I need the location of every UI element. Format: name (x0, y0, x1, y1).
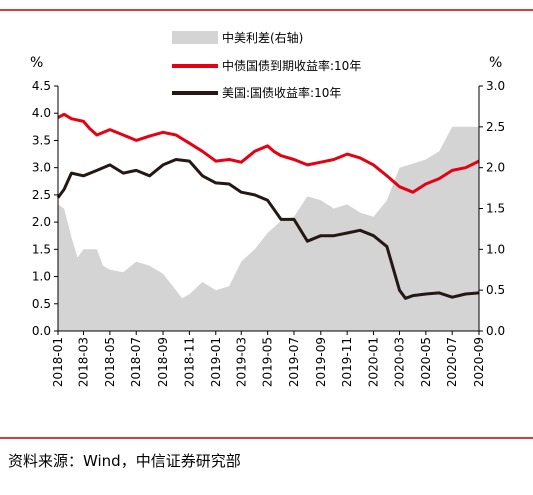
x-tick-label: 2020-07 (445, 337, 459, 387)
left-y-tick-label: 1.0 (32, 270, 51, 284)
x-tick-label: 2018-03 (77, 337, 91, 387)
x-tick-label: 2018-01 (51, 337, 65, 387)
x-tick-label: 2020-03 (392, 337, 406, 387)
x-tick-label: 2018-07 (129, 337, 143, 387)
left-y-tick-label: 4.0 (32, 106, 51, 120)
legend-label: 中债国债到期收益率:10年 (222, 58, 361, 73)
left-y-tick-label: 3.0 (32, 161, 51, 175)
left-y-tick-label: 3.5 (32, 133, 51, 147)
legend-label: 美国:国债收益率:10年 (222, 85, 341, 100)
x-tick-label: 2019-05 (261, 337, 275, 387)
line-layer (56, 112, 480, 300)
x-tick-label: 2019-03 (234, 337, 248, 387)
x-tick-label: 2019-07 (287, 337, 301, 387)
series-line-china-10y (57, 112, 480, 194)
series-area-spread (58, 126, 479, 331)
x-tick-label: 2020-01 (367, 337, 381, 387)
legend-label: 中美利差(右轴) (222, 30, 303, 45)
right-y-tick-label: 3.0 (486, 79, 505, 93)
right-y-tick-label: 0.0 (486, 324, 505, 338)
right-y-tick-label: 1.0 (486, 242, 505, 256)
left-y-tick-label: 1.5 (32, 242, 51, 256)
left-y-tick-label: 0.0 (32, 324, 51, 338)
source-note: 资料来源：Wind，中信证券研究部 (8, 452, 241, 470)
x-tick-label: 2019-09 (314, 337, 328, 387)
left-y-tick-label: 0.5 (32, 297, 51, 311)
right-y-tick-label: 2.5 (486, 120, 505, 134)
left-y-tick-label: 4.5 (32, 79, 51, 93)
right-y-tick-label: 1.5 (486, 202, 505, 216)
legend-swatch-spread (172, 31, 218, 44)
axis-layer: 0.0 0.5 1.0 1.5 2.0 2.5 3.0 3.5 4.0 4.5 0.0 0.5 1.0 1… (32, 79, 505, 387)
area-layer (58, 126, 479, 331)
left-y-tick-label: 2.5 (32, 188, 51, 202)
series-line-us-10y (56, 158, 480, 300)
x-tick-label: 2019-01 (209, 337, 223, 387)
right-axis-unit: % (489, 55, 502, 71)
left-axis-unit: % (30, 55, 43, 71)
left-y-tick-label: 2.0 (32, 215, 51, 229)
x-tick-label: 2020-05 (419, 337, 433, 387)
x-tick-label: 2020-09 (472, 337, 486, 387)
x-tick-label: 2019-11 (340, 337, 354, 387)
x-tick-label: 2018-09 (156, 337, 170, 387)
x-tick-label: 2018-11 (182, 337, 196, 387)
right-y-tick-label: 2.0 (486, 161, 505, 175)
x-tick-label: 2018-05 (103, 337, 117, 387)
right-y-tick-label: 0.5 (486, 283, 505, 297)
